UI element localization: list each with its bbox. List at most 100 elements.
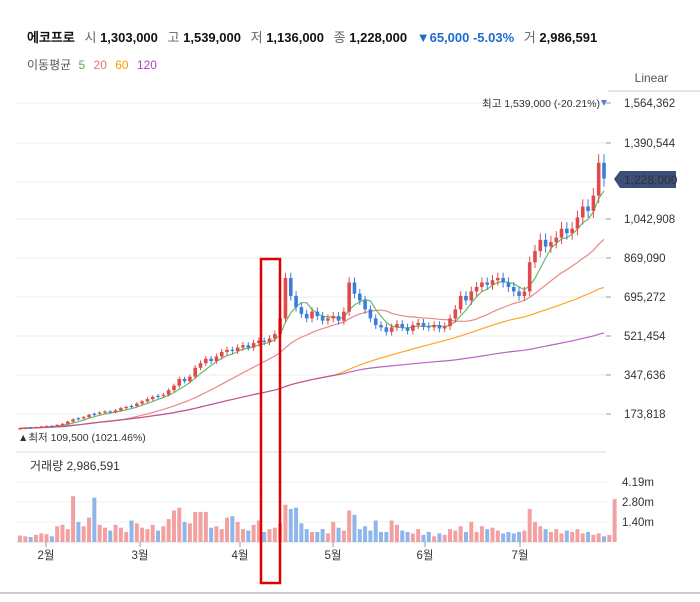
volume-bar <box>235 521 240 542</box>
candle <box>204 358 208 364</box>
volume-bar <box>570 531 575 542</box>
price-tick-label: 521,454 <box>624 331 666 343</box>
volume-bar <box>230 516 235 542</box>
candle <box>283 277 288 319</box>
candle <box>389 327 394 332</box>
candle <box>596 162 601 196</box>
volume-bar <box>193 511 198 542</box>
candle <box>135 403 139 406</box>
candle <box>469 291 474 301</box>
volume-bar <box>421 534 426 542</box>
candle <box>193 367 197 377</box>
volume-bar <box>469 521 474 542</box>
candle <box>411 325 415 331</box>
ma-5[interactable]: 5 <box>78 58 86 72</box>
volume-bar <box>113 524 118 542</box>
volume-bar <box>485 529 490 542</box>
price-change: ▼65,000 -5.03% <box>416 30 515 45</box>
candle <box>336 316 341 321</box>
volume-bar <box>554 529 559 542</box>
volume-bar <box>97 524 102 542</box>
volume-bar <box>171 510 176 542</box>
candle <box>416 322 420 326</box>
volume-bar <box>522 530 527 542</box>
volume-bar <box>405 531 410 542</box>
volume-axis: 4.19m 2.80m 1.40m <box>622 477 654 529</box>
volume-bar <box>219 529 224 542</box>
volume-bar <box>479 526 484 542</box>
volume-bar <box>209 527 214 542</box>
volume-bar <box>474 531 479 542</box>
volume-bar <box>602 536 606 542</box>
volume-bar <box>410 533 415 542</box>
volume-bar <box>437 533 442 542</box>
candle <box>241 345 245 348</box>
volume-bar <box>379 531 384 542</box>
stock-header: 에코프로 시 1,303,000 고 1,539,000 저 1,136,000… <box>27 27 603 46</box>
ma-20[interactable]: 20 <box>93 58 107 72</box>
volume-bar <box>426 531 431 542</box>
volume-bar <box>416 529 421 542</box>
candle <box>565 228 569 234</box>
candle <box>400 323 405 328</box>
volume-bar <box>347 510 352 542</box>
volume-bar <box>102 527 107 542</box>
candle <box>235 347 240 351</box>
ma-60[interactable]: 60 <box>115 58 129 72</box>
price-tick-label: 347,636 <box>624 370 666 382</box>
volume-bar <box>283 504 288 542</box>
low-label: 저 <box>250 30 263 45</box>
candle <box>485 282 489 285</box>
volume-tick-label: 1.40m <box>622 517 654 529</box>
candle <box>384 327 389 332</box>
candle <box>18 428 22 430</box>
candle <box>474 286 479 292</box>
candle <box>150 396 155 400</box>
open-label: 시 <box>84 30 97 45</box>
candle <box>71 419 75 422</box>
volume-bar <box>198 511 203 542</box>
current-price-tag <box>614 171 676 188</box>
candle <box>506 282 511 287</box>
volume-bar <box>543 529 548 542</box>
volume-bar <box>384 531 389 542</box>
volume-bar <box>315 531 320 542</box>
volume-bar <box>246 530 251 542</box>
volume-bar <box>240 529 245 542</box>
price-tick-label: 1,390,544 <box>624 138 676 150</box>
candle <box>262 340 267 343</box>
moving-average-legend[interactable]: 이동평균 5 20 60 120 <box>27 56 162 73</box>
candle <box>172 385 176 391</box>
volume-bar <box>506 531 511 542</box>
candle <box>198 363 203 368</box>
volume-bar <box>262 531 267 542</box>
candle <box>119 408 123 411</box>
volume-bar <box>511 533 516 542</box>
volume-tick-label: 2.80m <box>622 497 654 509</box>
volume-bar <box>39 533 44 542</box>
scale-toggle[interactable]: Linear <box>634 71 668 85</box>
volume-bar <box>320 529 325 542</box>
ma-120[interactable]: 120 <box>136 58 157 72</box>
candle <box>496 277 500 281</box>
candle <box>570 228 574 234</box>
volume-bar <box>272 527 277 542</box>
candle <box>161 394 166 396</box>
volume-bar <box>267 529 272 542</box>
volume-bar <box>548 531 553 542</box>
volume-bar <box>177 507 182 542</box>
candle <box>28 427 33 429</box>
candle <box>395 323 399 328</box>
volume-bar <box>325 533 330 542</box>
candle <box>129 405 134 408</box>
candle <box>273 334 277 339</box>
candle <box>219 352 224 357</box>
volume-bar <box>187 523 192 542</box>
price-axis: 1,564,362 1,390,544 1,042,908 869,090 695,27… <box>606 98 676 421</box>
candle <box>522 291 527 296</box>
volume-bar <box>564 530 569 542</box>
max-annotation: 최고 1,539,000 (-20.21%) <box>482 98 600 110</box>
candle <box>490 280 495 285</box>
volume-bar <box>49 536 54 542</box>
